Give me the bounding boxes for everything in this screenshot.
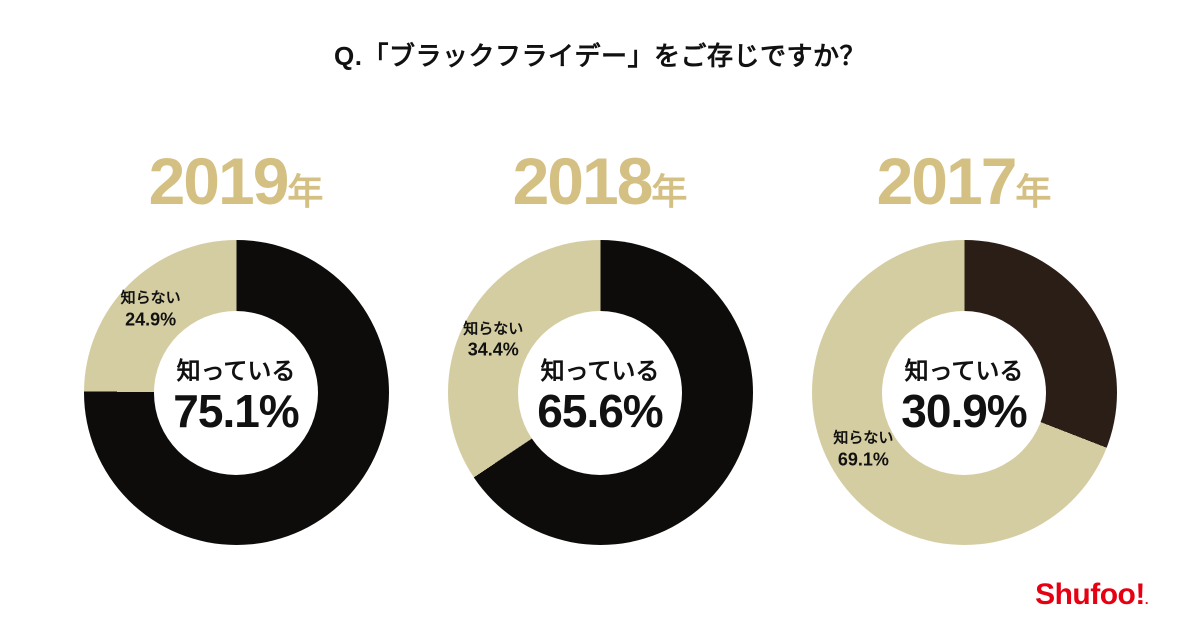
know-value: 30.9% — [901, 385, 1027, 437]
year-suffix: 年 — [1015, 171, 1052, 212]
dont-know-label: 知らない — [833, 429, 894, 447]
donut-chart-2018: 2018年 知らない 34.4% 知っている 65.6% — [445, 148, 755, 545]
shufoo-logo: Shufoo!. — [1035, 578, 1148, 612]
year-number: 2018 — [512, 144, 654, 218]
know-label: 知っている — [540, 358, 660, 385]
page-title: Q.「ブラックフライデー」をご存じですか？ — [334, 41, 866, 71]
donut-ring-2018: 知らない 34.4% 知っている 65.6% — [447, 240, 753, 545]
dont-know-label: 知らない — [120, 289, 181, 307]
donut-chart-2019: 2019年 知らない 24.9% 知っている 75.1% — [81, 148, 391, 545]
dont-know-value: 34.4% — [467, 339, 519, 360]
donut-ring-2017: 知らない 69.1% 知っている 30.9% — [811, 240, 1117, 545]
year-number: 2019 — [148, 144, 290, 218]
year-heading-2018: 2018年 — [445, 148, 755, 214]
know-label: 知っている — [176, 358, 296, 385]
know-label: 知っている — [904, 358, 1024, 385]
donut-ring-2019: 知らない 24.9% 知っている 75.1% — [83, 240, 389, 545]
donut-center-2017: 知っている 30.9% — [882, 310, 1046, 475]
donut-center-2019: 知っている 75.1% — [154, 310, 318, 475]
charts-row: 2019年 知らない 24.9% 知っている 75.1% 2018年 知らない … — [0, 148, 1200, 545]
segment-label-dont-know-2019: 知らない 24.9% — [121, 290, 181, 331]
know-value: 65.6% — [537, 385, 663, 437]
dont-know-label: 知らない — [463, 320, 524, 338]
know-value: 75.1% — [173, 385, 299, 437]
shufoo-logo-mark: . — [1144, 592, 1149, 607]
donut-chart-2017: 2017年 知らない 69.1% 知っている 30.9% — [809, 148, 1119, 545]
dont-know-value: 69.1% — [837, 449, 889, 470]
segment-label-dont-know-2017: 知らない 69.1% — [833, 430, 893, 471]
dont-know-value: 24.9% — [125, 309, 177, 330]
year-number: 2017 — [876, 144, 1018, 218]
year-suffix: 年 — [287, 171, 324, 212]
year-heading-2019: 2019年 — [81, 148, 391, 214]
year-heading-2017: 2017年 — [809, 148, 1119, 214]
segment-label-dont-know-2018: 知らない 34.4% — [463, 320, 523, 361]
shufoo-logo-text: Shufoo! — [1035, 578, 1145, 611]
year-suffix: 年 — [651, 171, 688, 212]
donut-center-2018: 知っている 65.6% — [518, 310, 682, 475]
